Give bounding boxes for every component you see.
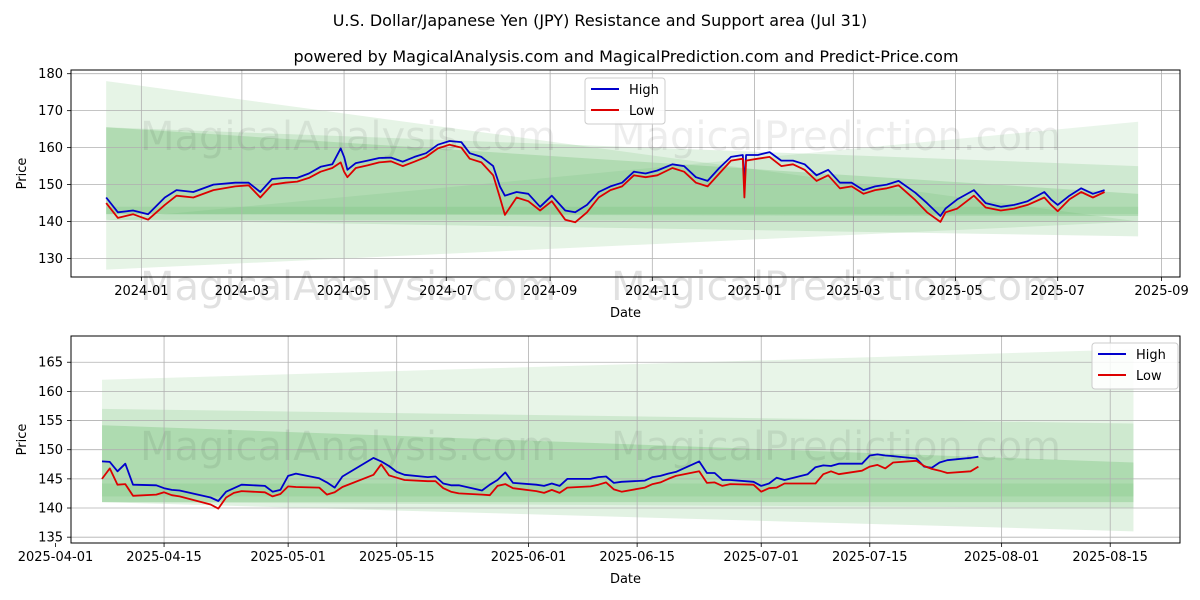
y-axis-label: Price	[15, 424, 30, 456]
axes-frame	[70, 69, 1181, 278]
watermark-right-lower: MagicalPrediction.com	[611, 264, 1061, 310]
x-tick-label: 2025-04-01	[18, 550, 94, 565]
y-tick-label: 180	[38, 67, 63, 82]
support-resistance-band-5	[106, 206, 1139, 215]
watermark-right: MagicalPrediction.com	[611, 424, 1061, 470]
series-line-high	[101, 453, 979, 502]
y-axis-label: Price	[15, 158, 30, 190]
support-resistance-band-2	[102, 408, 1134, 532]
x-axis-label: Date	[610, 572, 641, 587]
x-tick-label: 2025-05-01	[250, 550, 326, 565]
plot-area	[71, 336, 1180, 543]
y-tick-label: 130	[38, 252, 63, 267]
y-tick-label: 135	[38, 531, 63, 546]
x-tick-label: 2025-07-01	[723, 550, 799, 565]
x-tick-label: 2025-07-15	[832, 550, 908, 565]
x-tick-label: 2025-04-15	[126, 550, 202, 565]
plot-area	[71, 70, 1180, 277]
y-tick-label: 155	[38, 414, 63, 429]
legend-label-high: High	[1136, 348, 1166, 363]
y-tick-label: 150	[38, 178, 63, 193]
y-tick-label: 140	[38, 215, 63, 230]
y-tick-label: 160	[38, 141, 63, 156]
chart-title: U.S. Dollar/Japanese Yen (JPY) Resistanc…	[333, 11, 868, 30]
watermark-right-lower: MagicalPrediction.com	[611, 264, 1061, 310]
x-tick-label: 2025-06-15	[599, 550, 675, 565]
x-tick-label: 2024-07	[419, 284, 473, 299]
series-line-high	[105, 140, 1105, 217]
legend-label-low: Low	[1136, 369, 1162, 384]
y-tick-label: 150	[38, 443, 63, 458]
watermark-left: MagicalAnalysis.com	[140, 114, 556, 160]
x-tick-label: 2024-09	[523, 284, 577, 299]
watermark-left: MagicalAnalysis.com	[140, 424, 556, 470]
legend-label-high: High	[629, 83, 659, 98]
x-tick-label: 2025-08-01	[964, 550, 1040, 565]
x-tick-label: 2025-01	[727, 284, 781, 299]
x-tick-label: 2024-05	[317, 284, 371, 299]
bottom-chart-panel: MagicalAnalysis.com MagicalPrediction.com…	[15, 264, 1181, 587]
y-tick-label: 145	[38, 472, 63, 487]
x-tick-label: 2025-05	[928, 284, 982, 299]
x-tick-label: 2025-08-15	[1072, 550, 1148, 565]
legend: High Low	[1091, 342, 1179, 390]
x-axis-label: Date	[610, 306, 641, 321]
y-tick-label: 170	[38, 104, 63, 119]
series-line-low	[105, 143, 1105, 224]
x-tick-label: 2025-05-15	[359, 550, 435, 565]
support-resistance-band-1	[106, 81, 1139, 270]
y-tick-label: 165	[38, 356, 63, 371]
x-tick-label: 2025-09	[1134, 284, 1188, 299]
support-resistance-band-1	[102, 349, 1134, 509]
x-tick-label: 2025-03	[826, 284, 880, 299]
x-tick-label: 2024-11	[625, 284, 679, 299]
x-tick-label: 2025-07	[1031, 284, 1085, 299]
support-resistance-band-3	[106, 121, 1139, 222]
top-chart-panel: MagicalAnalysis.com MagicalPrediction.com…	[15, 67, 1189, 321]
watermark-right: MagicalPrediction.com	[611, 114, 1061, 160]
y-tick-label: 140	[38, 502, 63, 517]
legend-label-low: Low	[629, 104, 655, 119]
legend: High Low	[584, 77, 666, 125]
series-line-low	[101, 459, 979, 510]
watermark-left-lower: MagicalAnalysis.com	[140, 264, 556, 310]
chart-subtitle: powered by MagicalAnalysis.com and Magic…	[293, 47, 958, 66]
x-tick-label: 2024-03	[215, 284, 269, 299]
x-tick-label: 2025-06-01	[491, 550, 567, 565]
watermark-left-lower: MagicalAnalysis.com	[140, 264, 556, 310]
axes-frame	[70, 335, 1181, 544]
support-resistance-band-3	[102, 425, 1134, 503]
support-resistance-band-4	[106, 127, 1139, 217]
y-tick-label: 160	[38, 385, 63, 400]
x-tick-label: 2024-01	[114, 284, 168, 299]
